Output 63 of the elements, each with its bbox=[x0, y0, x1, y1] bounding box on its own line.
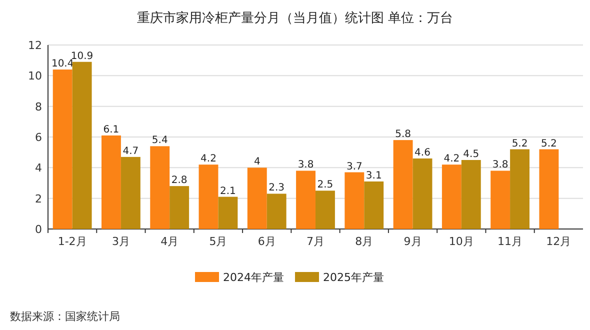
bar bbox=[539, 149, 559, 229]
x-tick-label: 11月 bbox=[498, 235, 523, 248]
y-tick-label: 2 bbox=[35, 192, 42, 206]
data-label: 6.1 bbox=[103, 124, 120, 136]
legend-label: 2025年产量 bbox=[323, 271, 384, 284]
source-note: 数据来源：国家统计局 bbox=[10, 310, 120, 323]
bar bbox=[102, 135, 121, 229]
x-tick-label: 4月 bbox=[160, 235, 179, 248]
data-label: 3.7 bbox=[346, 161, 362, 172]
x-tick-label: 9月 bbox=[404, 235, 422, 248]
data-label: 5.2 bbox=[512, 138, 528, 150]
data-label: 2.8 bbox=[171, 175, 188, 186]
x-tick-label: 1-2月 bbox=[58, 235, 87, 248]
bar bbox=[510, 149, 530, 229]
y-tick-label: 0 bbox=[35, 223, 42, 236]
y-tick-label: 12 bbox=[28, 39, 42, 52]
data-label: 4.5 bbox=[463, 149, 480, 160]
y-tick-label: 6 bbox=[35, 131, 42, 144]
data-label: 3.8 bbox=[492, 160, 508, 171]
data-label: 4.7 bbox=[122, 146, 139, 157]
data-label: 4.2 bbox=[444, 154, 460, 165]
bar bbox=[364, 181, 384, 229]
bar bbox=[150, 146, 170, 229]
data-label: 4.6 bbox=[414, 147, 430, 158]
data-label: 2.3 bbox=[268, 182, 285, 194]
data-label: 3.8 bbox=[298, 160, 314, 171]
bar bbox=[461, 160, 481, 229]
bar bbox=[72, 62, 92, 229]
bar bbox=[52, 70, 72, 229]
x-tick-label: 5月 bbox=[209, 235, 228, 248]
x-tick-label: 6月 bbox=[258, 235, 276, 248]
x-tick-label: 7月 bbox=[306, 235, 324, 248]
y-tick-label: 10 bbox=[28, 70, 42, 83]
bar bbox=[218, 196, 238, 229]
y-tick-label: 8 bbox=[35, 100, 42, 114]
bar bbox=[247, 168, 267, 229]
bar bbox=[412, 158, 432, 229]
y-tick-label: 4 bbox=[35, 162, 42, 175]
legend-label: 2024年产量 bbox=[223, 271, 284, 284]
bar bbox=[490, 170, 510, 229]
bar bbox=[198, 164, 218, 229]
bar bbox=[316, 190, 335, 229]
x-tick-label: 8月 bbox=[355, 235, 374, 248]
data-label: 5.2 bbox=[541, 138, 557, 150]
x-tick-label: 10月 bbox=[448, 235, 474, 248]
bar bbox=[393, 140, 413, 229]
x-tick-label: 12月 bbox=[546, 235, 572, 248]
bar bbox=[170, 186, 190, 229]
x-tick-label: 3月 bbox=[112, 235, 130, 248]
data-label: 4 bbox=[254, 156, 260, 168]
chart-title: 重庆市家用冷柜产量分月（当月值）统计图 单位：万台 bbox=[136, 10, 454, 26]
bar bbox=[442, 164, 462, 229]
data-label: 5.8 bbox=[395, 129, 411, 140]
data-label: 3.1 bbox=[366, 170, 382, 182]
data-label: 2.1 bbox=[220, 186, 236, 197]
bar bbox=[344, 172, 364, 229]
bar bbox=[296, 170, 316, 229]
bar bbox=[120, 156, 140, 229]
data-label: 4.2 bbox=[200, 154, 216, 165]
data-label: 2.5 bbox=[317, 180, 334, 191]
data-label: 5.4 bbox=[152, 135, 168, 146]
bar bbox=[266, 194, 286, 229]
data-label: 10.4 bbox=[51, 58, 74, 70]
